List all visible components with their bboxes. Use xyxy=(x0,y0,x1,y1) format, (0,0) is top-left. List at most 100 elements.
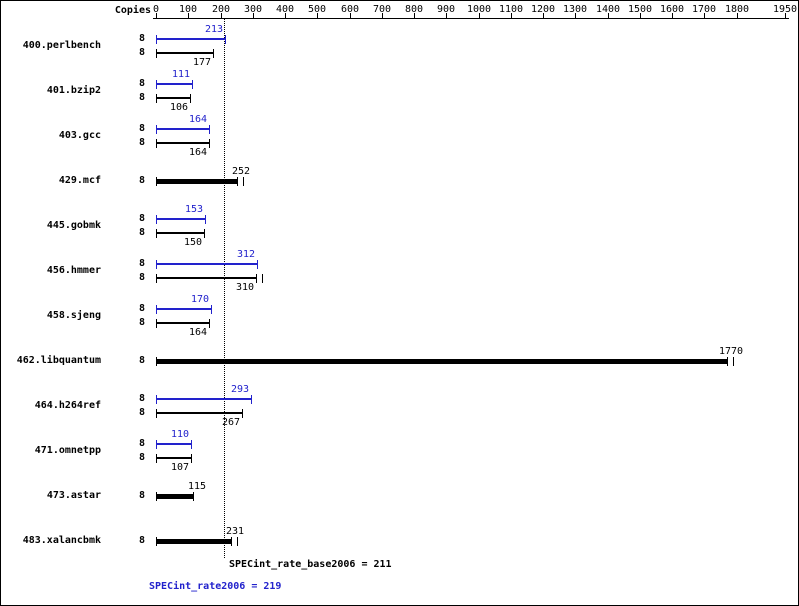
bar-start-cap xyxy=(156,35,157,44)
bar-end-cap xyxy=(193,492,194,501)
axis-tick xyxy=(608,13,609,19)
axis-tick-label: 800 xyxy=(404,4,424,15)
bar-start-cap xyxy=(156,395,157,404)
bar-start-cap xyxy=(156,49,157,58)
peak-value-label: 111 xyxy=(171,69,190,80)
bar-run-tick xyxy=(733,357,734,366)
benchmark-label: 403.gcc xyxy=(58,130,101,141)
axis-tick xyxy=(479,13,480,19)
axis-tick-label: 1950 xyxy=(772,4,798,15)
copies-value: 8 xyxy=(138,227,145,238)
axis-tick xyxy=(350,13,351,19)
benchmark-label: 471.omnetpp xyxy=(34,445,101,456)
axis-tick-label: 0 xyxy=(152,4,160,15)
axis-tick-label: 100 xyxy=(178,4,198,15)
bar-end-cap xyxy=(192,80,193,89)
bar-end-cap xyxy=(209,139,210,148)
axis-tick-label: 1700 xyxy=(691,4,717,15)
copies-value: 8 xyxy=(138,452,145,463)
benchmark-label: 429.mcf xyxy=(58,175,101,186)
copies-value: 8 xyxy=(138,78,145,89)
peak-bar xyxy=(156,443,191,445)
bar-end-cap xyxy=(209,125,210,134)
copies-value: 8 xyxy=(138,438,145,449)
base-value-label: 310 xyxy=(235,282,254,293)
peak-value-label: 312 xyxy=(236,249,255,260)
bar-start-cap xyxy=(156,492,157,501)
axis-tick xyxy=(704,13,705,19)
bar-start-cap xyxy=(156,357,157,366)
base-value-label: 150 xyxy=(183,237,202,248)
bar-end-cap xyxy=(213,49,214,58)
bar-start-cap xyxy=(156,537,157,546)
axis-tick-label: 600 xyxy=(340,4,360,15)
base-value-label: 164 xyxy=(188,147,207,158)
axis-tick-label: 1100 xyxy=(498,4,524,15)
base-bar xyxy=(156,142,209,144)
axis-tick xyxy=(785,13,786,19)
axis-tick xyxy=(737,13,738,19)
copies-value: 8 xyxy=(138,175,145,186)
bar-start-cap xyxy=(156,139,157,148)
copies-value: 8 xyxy=(138,33,145,44)
peak-bar xyxy=(156,83,192,85)
axis-tick-label: 1600 xyxy=(659,4,685,15)
bar-end-cap xyxy=(251,395,252,404)
base-value-label: 164 xyxy=(188,327,207,338)
copies-value: 8 xyxy=(138,213,145,224)
base-value-label: 107 xyxy=(170,462,189,473)
axis-tick xyxy=(575,13,576,19)
base-bar xyxy=(156,494,193,499)
axis-tick-label: 900 xyxy=(436,4,456,15)
axis-tick-label: 1300 xyxy=(562,4,588,15)
base-bar xyxy=(156,232,204,234)
axis-tick xyxy=(672,13,673,19)
copies-value: 8 xyxy=(138,92,145,103)
bar-end-cap xyxy=(205,215,206,224)
axis-tick xyxy=(511,13,512,19)
peak-value-label: 110 xyxy=(170,429,189,440)
copies-value: 8 xyxy=(138,490,145,501)
peak-value-label: 153 xyxy=(184,204,203,215)
bar-end-cap xyxy=(237,177,238,186)
bar-start-cap xyxy=(156,260,157,269)
base-bar xyxy=(156,179,237,184)
bar-start-cap xyxy=(156,125,157,134)
copies-axis-title: Copies xyxy=(114,5,151,16)
benchmark-label: 483.xalancbmk xyxy=(22,535,101,546)
base-bar xyxy=(156,457,191,459)
copies-value: 8 xyxy=(138,47,145,58)
base-value-label: 106 xyxy=(169,102,188,113)
bar-start-cap xyxy=(156,409,157,418)
bar-start-cap xyxy=(156,319,157,328)
base-bar xyxy=(156,359,727,364)
reference-line xyxy=(224,18,225,558)
copies-value: 8 xyxy=(138,303,145,314)
bar-start-cap xyxy=(156,440,157,449)
bar-end-cap xyxy=(190,94,191,103)
peak-value-label: 213 xyxy=(204,24,223,35)
bar-end-cap xyxy=(209,319,210,328)
peak-value-label: 293 xyxy=(230,384,249,395)
peak-bar xyxy=(156,128,209,130)
peak-value-label: 164 xyxy=(188,114,207,125)
benchmark-label: 464.h264ref xyxy=(34,400,101,411)
benchmark-label: 458.sjeng xyxy=(46,310,101,321)
bar-start-cap xyxy=(156,177,157,186)
copies-value: 8 xyxy=(138,317,145,328)
axis-tick-label: 700 xyxy=(372,4,392,15)
benchmark-label: 401.bzip2 xyxy=(46,85,101,96)
axis-tick-label: 200 xyxy=(211,4,231,15)
axis-tick xyxy=(640,13,641,19)
bar-start-cap xyxy=(156,94,157,103)
bar-end-cap xyxy=(191,440,192,449)
bar-end-cap xyxy=(225,35,226,44)
axis-tick xyxy=(317,13,318,19)
axis-tick-label: 500 xyxy=(307,4,327,15)
axis-tick xyxy=(156,13,157,19)
base-summary-text: SPECint_rate_base2006 = 211 xyxy=(229,559,392,570)
bar-end-cap xyxy=(191,454,192,463)
bar-end-cap xyxy=(257,260,258,269)
axis-tick xyxy=(543,13,544,19)
axis-tick-label: 300 xyxy=(243,4,263,15)
